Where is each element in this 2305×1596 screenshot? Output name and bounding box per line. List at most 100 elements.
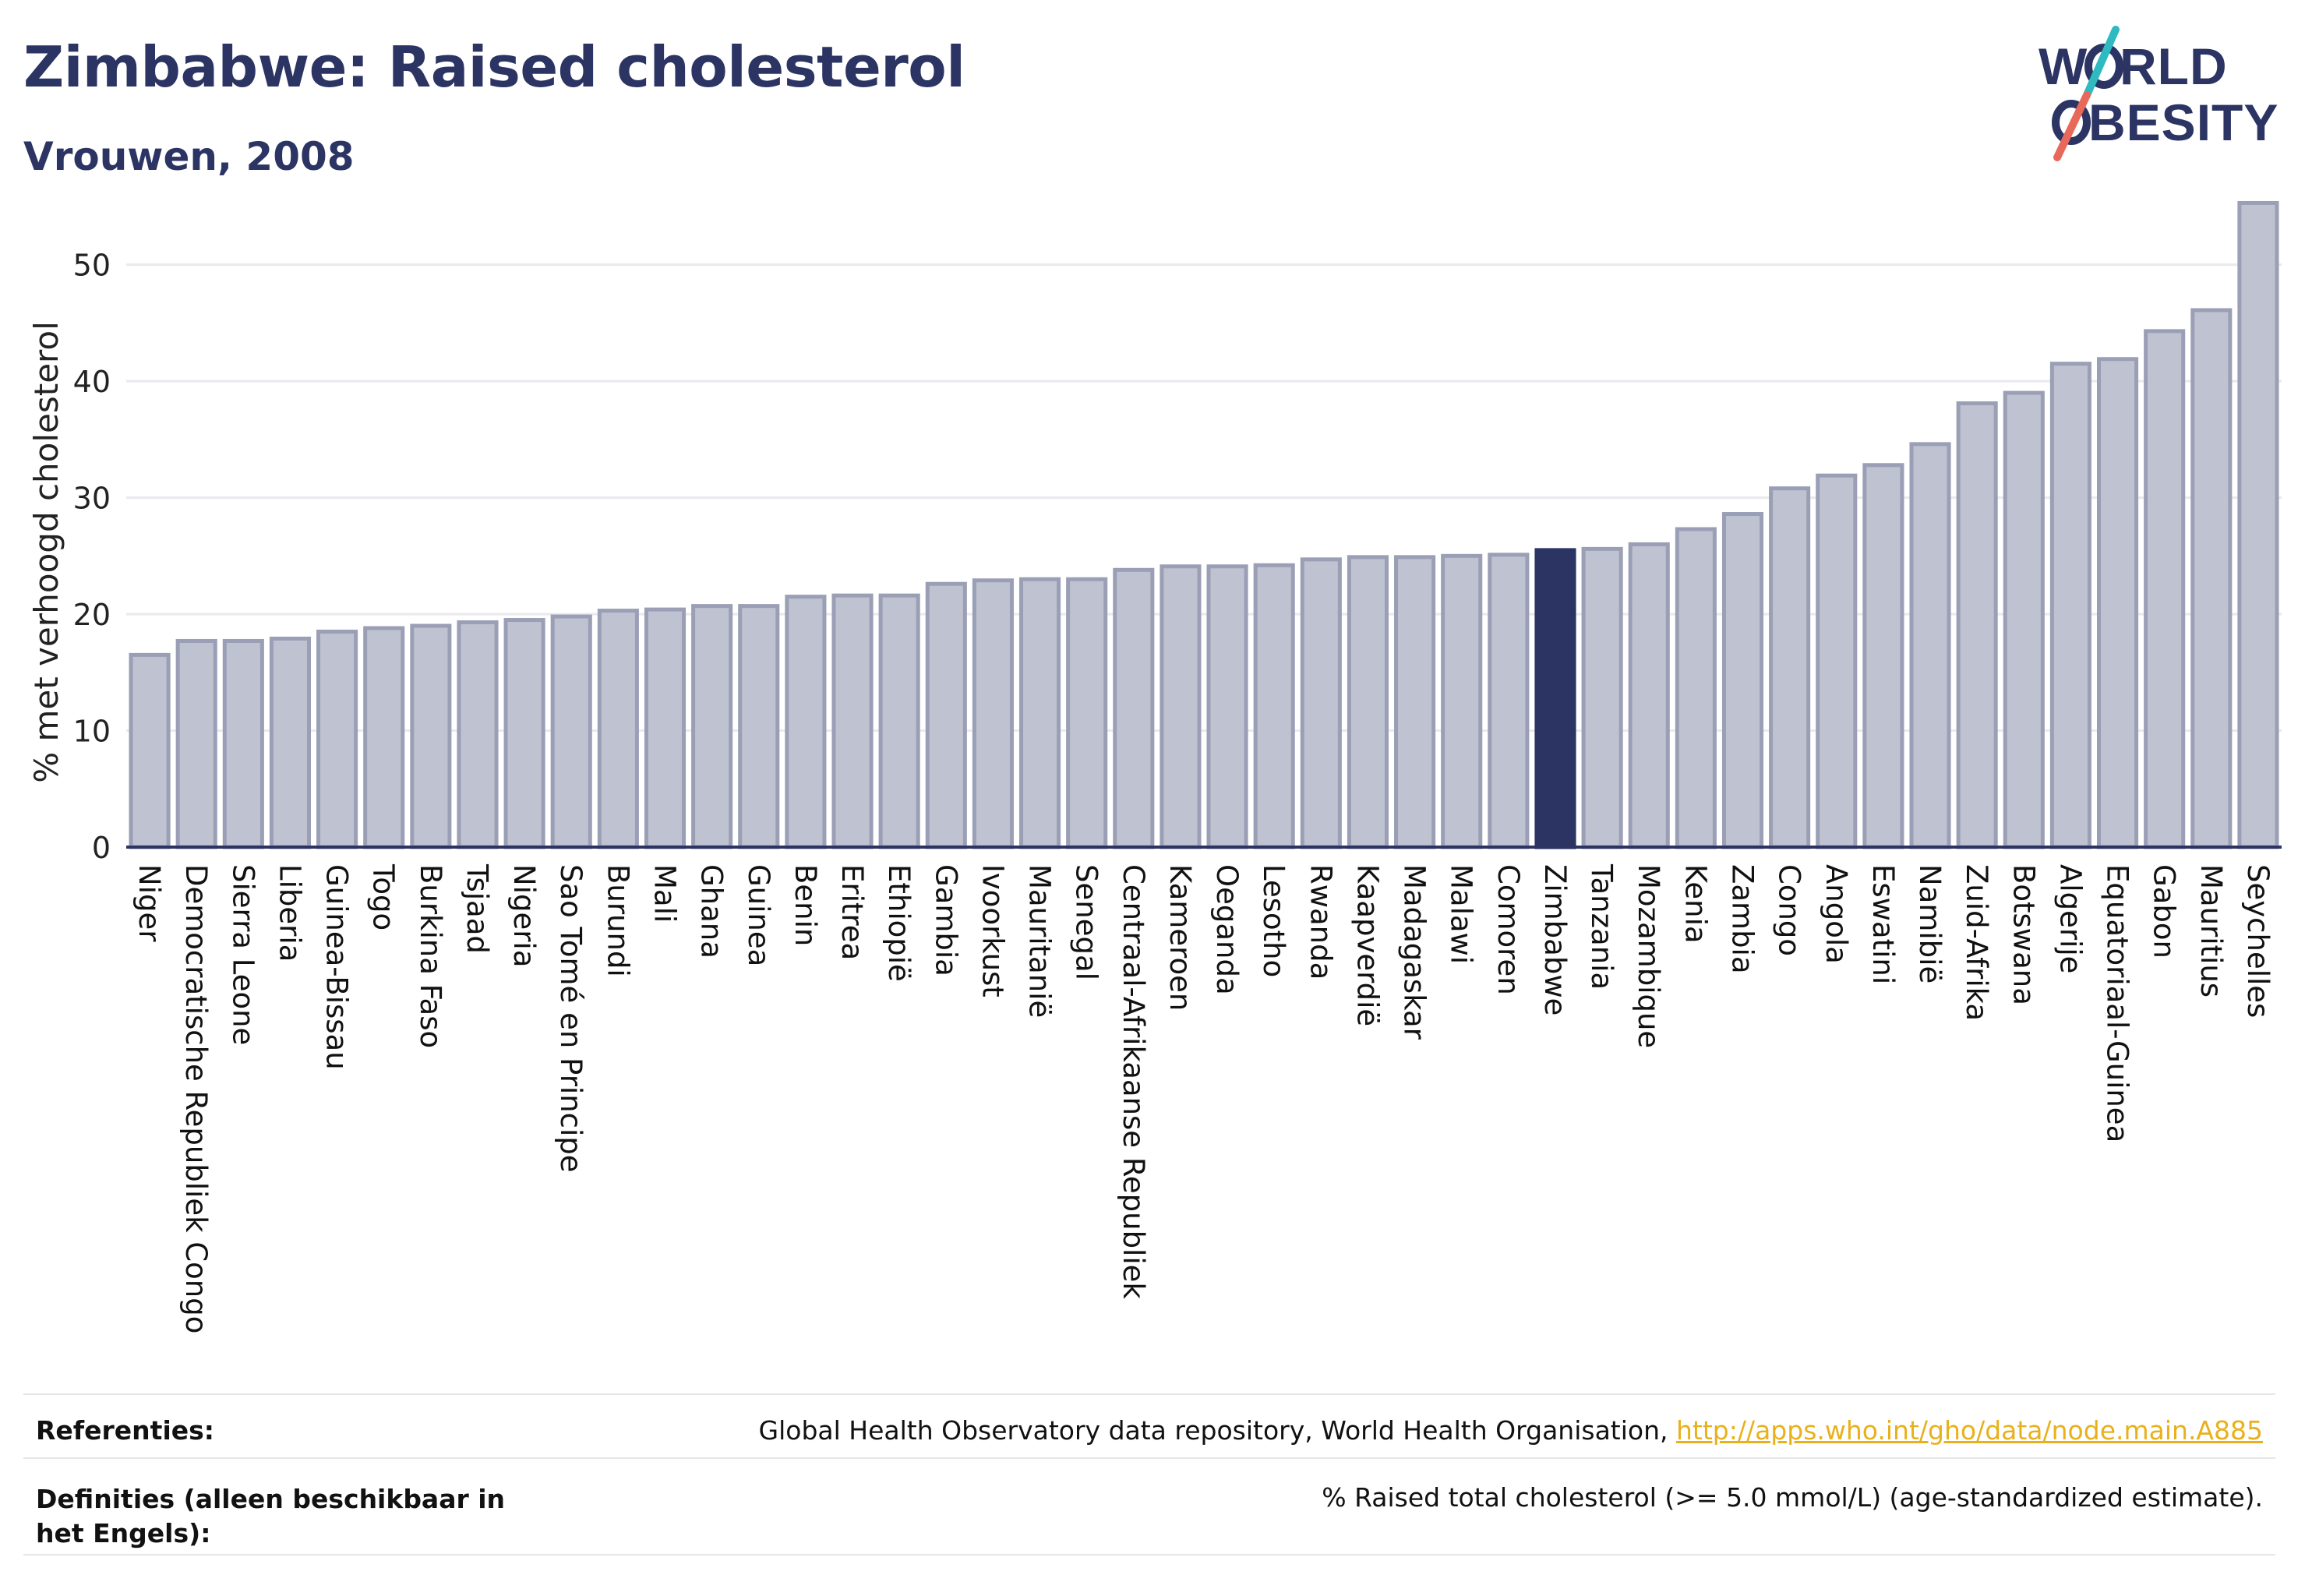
- bar: [785, 595, 827, 849]
- bar: [1581, 546, 1623, 849]
- x-tick-label: Democratische Republiek Congo: [179, 864, 213, 1333]
- x-tick-label: Oeganda: [1210, 864, 1244, 995]
- x-tick-label: Ghana: [695, 864, 729, 959]
- x-tick-label: Sierra Leone: [226, 864, 259, 1045]
- x-tick-label: Benin: [789, 864, 822, 946]
- y-tick-label: 30: [73, 482, 111, 516]
- x-tick-label: Nigeria: [507, 864, 541, 967]
- bar: [878, 593, 920, 849]
- bar: [2190, 308, 2233, 849]
- x-tick-label: Equatoriaal-Guinea: [2101, 864, 2134, 1142]
- x-tick-label: Sao Tomé en Principe: [554, 864, 588, 1173]
- x-tick-label: Kameroen: [1163, 864, 1197, 1011]
- x-tick-label: Mauritanië: [1023, 864, 1057, 1018]
- bar: [1769, 486, 1811, 849]
- bar: [1488, 553, 1530, 849]
- x-tick-label: Burkina Faso: [414, 864, 447, 1048]
- x-tick-label: Comoren: [1491, 864, 1525, 995]
- y-axis-label: % met verhoogd cholesterol: [27, 321, 65, 783]
- x-tick-label: Gabon: [2148, 864, 2181, 959]
- bar: [1160, 564, 1202, 849]
- bar: [1675, 527, 1717, 849]
- x-tick-label: Lesotho: [1257, 864, 1290, 977]
- bar: [269, 636, 312, 849]
- svg-text:RLD: RLD: [2120, 37, 2228, 95]
- x-tick-label: Malawi: [1445, 864, 1478, 964]
- bar: [175, 638, 217, 849]
- x-tick-label: Senegal: [1070, 864, 1103, 980]
- bar: [1441, 553, 1483, 849]
- bar: [1066, 577, 1108, 849]
- bar: [1113, 567, 1155, 849]
- references-text: Global Health Observatory data repositor…: [758, 1415, 1676, 1446]
- bar: [1956, 401, 1998, 849]
- x-tick-label: Mozambique: [1632, 864, 1665, 1048]
- bar: [222, 638, 264, 849]
- x-tick-label: Mali: [648, 864, 682, 923]
- x-tick-label: Ivoorkust: [976, 864, 1009, 998]
- x-tick-label: Gambia: [929, 864, 962, 976]
- x-tick-label: Zuid-Afrika: [1960, 864, 1993, 1021]
- bar: [691, 604, 733, 849]
- svg-text:BESITY: BESITY: [2088, 94, 2279, 151]
- references-link[interactable]: http://apps.who.int/gho/data/node.main.A…: [1675, 1415, 2263, 1446]
- x-tick-label: Angola: [1820, 864, 1853, 964]
- x-tick-label: Mauritius: [2194, 864, 2228, 998]
- bar: [1394, 555, 1436, 849]
- bar: [457, 620, 499, 849]
- bar: [972, 578, 1014, 849]
- x-tick-label: Seychelles: [2241, 864, 2275, 1018]
- bar: [410, 623, 452, 849]
- bar: [2237, 200, 2279, 849]
- bar: [644, 607, 687, 849]
- bar: [597, 609, 639, 849]
- x-tick-label: Kaapverdië: [1350, 864, 1384, 1026]
- bar: [1300, 557, 1342, 849]
- x-tick-label: Guinea-Bissau: [320, 864, 354, 1070]
- bar: [2144, 329, 2186, 849]
- bar: [1909, 442, 1951, 849]
- y-tick-label: 40: [73, 365, 111, 399]
- x-tick-label: Tsjaad: [461, 863, 494, 954]
- x-tick-label: Burundi: [601, 864, 634, 977]
- svg-text:W: W: [2038, 37, 2088, 95]
- x-tick-label: Ethiopië: [882, 864, 916, 982]
- bar: [1862, 463, 1904, 849]
- bar: [129, 652, 171, 849]
- x-tick-label: Togo: [367, 863, 401, 930]
- x-tick-label: Eritrea: [835, 864, 869, 960]
- bar: [316, 629, 358, 849]
- y-tick-label: 10: [73, 715, 111, 749]
- x-tick-label: Namibië: [1913, 864, 1947, 983]
- bar: [363, 626, 405, 849]
- x-tick-label: Zimbabwe: [1538, 864, 1572, 1015]
- x-tick-label: Kenia: [1678, 864, 1712, 944]
- bar: [2003, 390, 2045, 849]
- bar: [503, 618, 545, 849]
- bar: [831, 593, 874, 849]
- x-tick-label: Zambia: [1726, 864, 1760, 974]
- x-tick-label: Algerije: [2053, 864, 2087, 973]
- y-tick-label: 20: [73, 598, 111, 632]
- bar: [1816, 473, 1858, 849]
- bar: [1534, 548, 1576, 849]
- definitions-row: Definities (alleen beschikbaar in het En…: [23, 1457, 2275, 1555]
- bar: [925, 581, 967, 849]
- bar: [1018, 577, 1061, 849]
- bar: [1347, 555, 1389, 849]
- definitions-label: Definities (alleen beschikbaar in het En…: [36, 1484, 506, 1548]
- definitions-value: % Raised total cholesterol (>= 5.0 mmol/…: [1322, 1482, 2263, 1513]
- x-tick-label: Congo: [1773, 864, 1806, 956]
- bar-chart: 0 10 20 30 40 50 % met verhoogd cholesterol Nig…: [27, 200, 2282, 1333]
- references-row: Referenties: Global Health Observatory d…: [23, 1393, 2275, 1457]
- bar: [1721, 512, 1764, 849]
- y-tick-label: 0: [92, 831, 111, 865]
- y-tick-label: 50: [73, 249, 111, 283]
- bar: [1628, 542, 1670, 849]
- x-tick-label: Botswana: [2007, 864, 2040, 1005]
- page-subtitle: Vrouwen, 2008: [23, 134, 355, 179]
- references-value: Global Health Observatory data repositor…: [759, 1415, 2263, 1446]
- bar: [1206, 564, 1248, 849]
- bar: [2049, 362, 2091, 849]
- references-label: Referenties:: [36, 1415, 214, 1446]
